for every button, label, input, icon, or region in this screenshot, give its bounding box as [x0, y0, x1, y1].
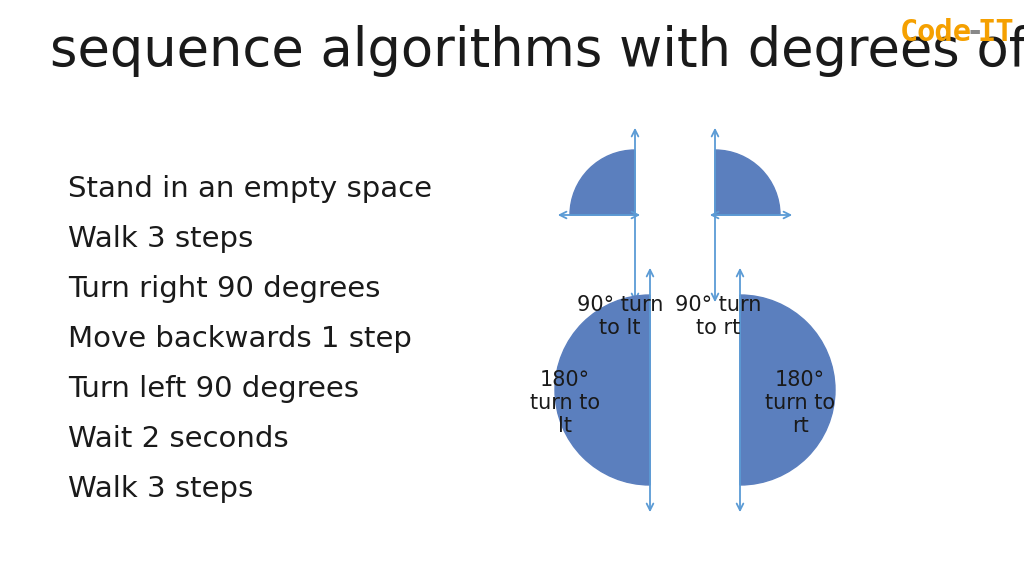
Text: 90° turn
to lt: 90° turn to lt	[577, 295, 664, 338]
Text: Walk 3 steps: Walk 3 steps	[68, 475, 253, 503]
Text: Walk 3 steps: Walk 3 steps	[68, 225, 253, 253]
Text: 180°
turn to
lt: 180° turn to lt	[530, 370, 600, 437]
Text: Move backwards 1 step: Move backwards 1 step	[68, 325, 412, 353]
Text: 180°
turn to
rt: 180° turn to rt	[765, 370, 835, 437]
Text: Stand in an empty space: Stand in an empty space	[68, 175, 432, 203]
Text: ode: ode	[918, 18, 972, 47]
Text: Wait 2 seconds: Wait 2 seconds	[68, 425, 289, 453]
Wedge shape	[570, 150, 635, 215]
Wedge shape	[715, 150, 780, 215]
Text: 90° turn
to rt: 90° turn to rt	[675, 295, 761, 338]
Wedge shape	[555, 295, 650, 485]
Text: -: -	[965, 18, 983, 47]
Text: C: C	[900, 18, 919, 47]
Text: IT: IT	[978, 18, 1015, 47]
Wedge shape	[740, 295, 835, 485]
Text: sequence algorithms with degrees of movement: sequence algorithms with degrees of move…	[50, 25, 1024, 77]
Text: Turn left 90 degrees: Turn left 90 degrees	[68, 375, 359, 403]
Text: Turn right 90 degrees: Turn right 90 degrees	[68, 275, 380, 303]
